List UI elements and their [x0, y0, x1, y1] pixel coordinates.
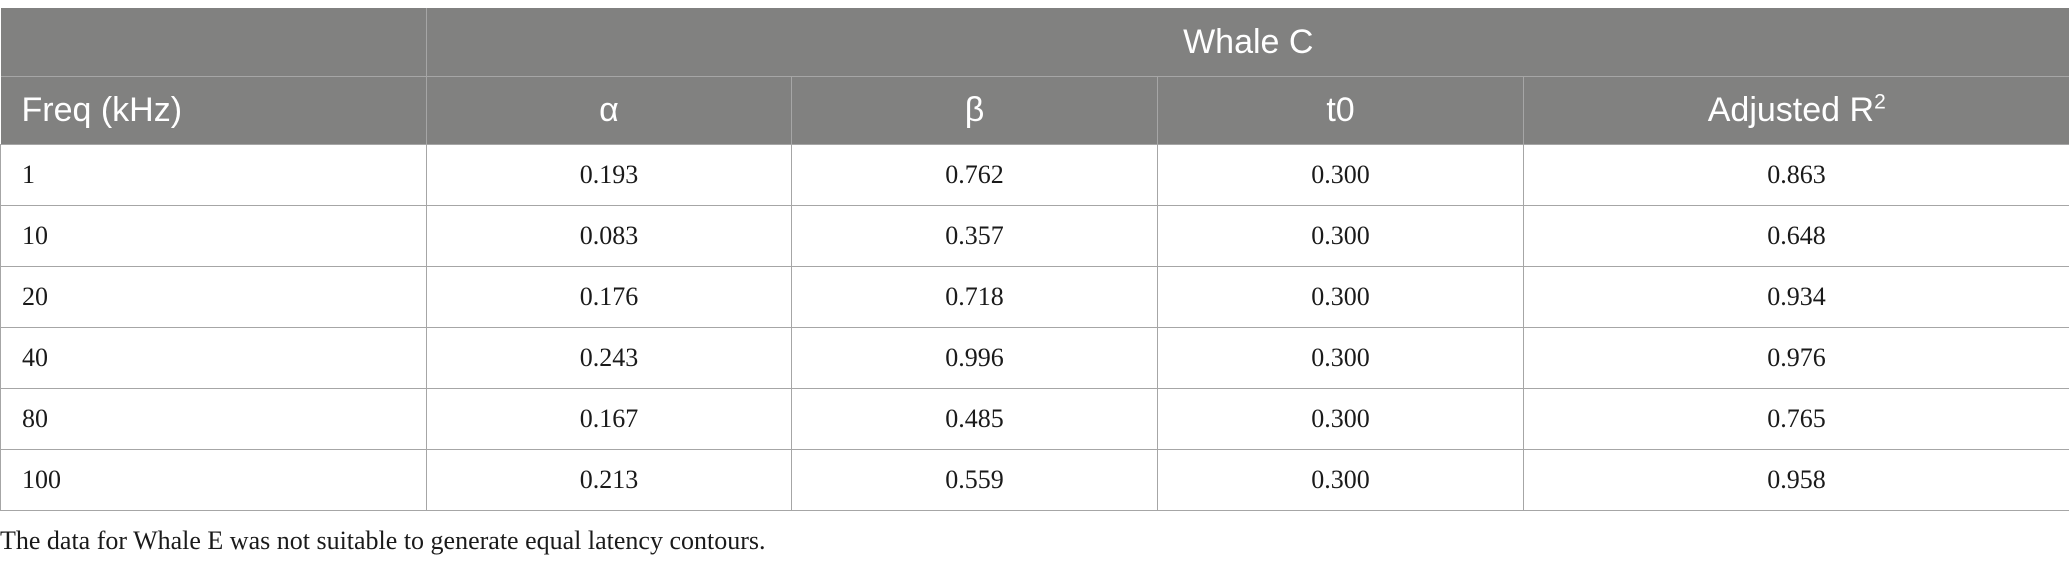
cell-freq: 40 — [0, 327, 427, 389]
cell-beta: 0.762 — [791, 144, 1158, 206]
cell-beta: 0.718 — [791, 266, 1158, 328]
group-header-whale-c: Whale C — [426, 8, 2069, 77]
column-header-alpha: α — [426, 76, 792, 145]
table-row: 10 0.083 0.357 0.300 0.648 — [0, 205, 2069, 267]
cell-t0: 0.300 — [1157, 449, 1524, 511]
table-row: 100 0.213 0.559 0.300 0.958 — [0, 449, 2069, 511]
cell-freq: 10 — [0, 205, 427, 267]
cell-beta: 0.357 — [791, 205, 1158, 267]
header-column-row: Freq (kHz) α β t0 Adjusted R2 — [0, 76, 2069, 145]
cell-t0: 0.300 — [1157, 205, 1524, 267]
column-header-freq: Freq (kHz) — [0, 76, 427, 145]
cell-beta: 0.996 — [791, 327, 1158, 389]
cell-t0: 0.300 — [1157, 388, 1524, 450]
table-row: 20 0.176 0.718 0.300 0.934 — [0, 266, 2069, 328]
latency-table: Whale C Freq (kHz) α β t0 Adjusted R2 1 … — [0, 8, 2069, 511]
cell-beta: 0.485 — [791, 388, 1158, 450]
cell-t0: 0.300 — [1157, 266, 1524, 328]
table-body: 1 0.193 0.762 0.300 0.863 10 0.083 0.357… — [0, 144, 2069, 511]
cell-adjusted-r2: 0.648 — [1523, 205, 2069, 267]
cell-beta: 0.559 — [791, 449, 1158, 511]
column-header-beta: β — [791, 76, 1158, 145]
cell-adjusted-r2: 0.976 — [1523, 327, 2069, 389]
data-table-container: Whale C Freq (kHz) α β t0 Adjusted R2 1 … — [0, 8, 2069, 511]
cell-alpha: 0.243 — [426, 327, 792, 389]
header-empty-cell — [0, 8, 427, 77]
column-header-t0: t0 — [1157, 76, 1524, 145]
cell-freq: 20 — [0, 266, 427, 328]
table-row: 80 0.167 0.485 0.300 0.765 — [0, 388, 2069, 450]
cell-alpha: 0.193 — [426, 144, 792, 206]
cell-t0: 0.300 — [1157, 144, 1524, 206]
cell-alpha: 0.176 — [426, 266, 792, 328]
column-header-adjusted-r2: Adjusted R2 — [1523, 76, 2069, 145]
header-group-row: Whale C — [0, 8, 2069, 77]
cell-adjusted-r2: 0.765 — [1523, 388, 2069, 450]
cell-adjusted-r2: 0.958 — [1523, 449, 2069, 511]
cell-adjusted-r2: 0.863 — [1523, 144, 2069, 206]
table-footnote: The data for Whale E was not suitable to… — [0, 526, 766, 555]
cell-freq: 100 — [0, 449, 427, 511]
cell-alpha: 0.083 — [426, 205, 792, 267]
table-row: 40 0.243 0.996 0.300 0.976 — [0, 327, 2069, 389]
cell-alpha: 0.213 — [426, 449, 792, 511]
cell-alpha: 0.167 — [426, 388, 792, 450]
table-row: 1 0.193 0.762 0.300 0.863 — [0, 144, 2069, 206]
cell-t0: 0.300 — [1157, 327, 1524, 389]
cell-freq: 1 — [0, 144, 427, 206]
cell-adjusted-r2: 0.934 — [1523, 266, 2069, 328]
table-header: Whale C Freq (kHz) α β t0 Adjusted R2 — [0, 8, 2069, 145]
cell-freq: 80 — [0, 388, 427, 450]
